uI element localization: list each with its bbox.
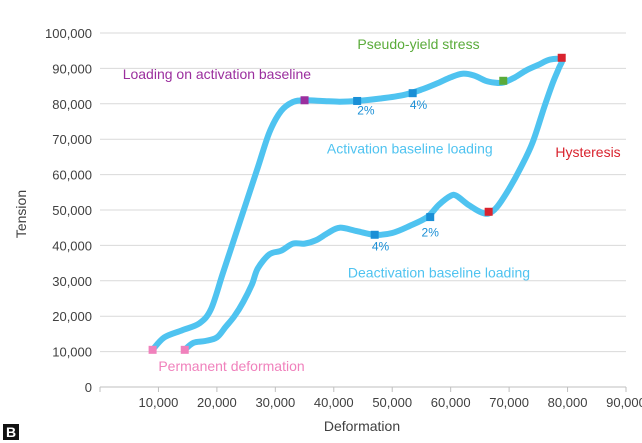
marker-blue: [408, 89, 417, 98]
annotation: Pseudo-yield stress: [357, 36, 479, 52]
x-tick-label: 90,000: [606, 395, 642, 410]
y-tick-label: 70,000: [52, 132, 92, 147]
axes: [99, 386, 627, 392]
x-tick-label: 20,000: [197, 395, 237, 410]
annotation: Activation baseline loading: [327, 140, 493, 156]
y-tick-label: 40,000: [52, 238, 92, 253]
y-tick-label: 0: [85, 380, 92, 395]
annotation: Loading on activation baseline: [123, 66, 312, 82]
series-line-0: [149, 55, 566, 353]
marker-blue: [426, 213, 435, 222]
x-tick-labels: 10,000 20,000 30,000 40,000 50,000 60,000 70,0…: [139, 395, 642, 410]
x-tick-label: 30,000: [255, 395, 295, 410]
annotations: Pseudo-yield stress Loading on activation…: [123, 36, 621, 374]
marker-green: [499, 76, 508, 85]
annotation: 2%: [357, 103, 375, 117]
x-tick-label: 40,000: [314, 395, 354, 410]
panel-label: B: [3, 424, 19, 440]
annotation: 2%: [422, 226, 440, 240]
y-tick-label: 30,000: [52, 274, 92, 289]
annotation: 4%: [410, 98, 428, 112]
marker-pink: [180, 345, 189, 354]
markers: [148, 53, 566, 354]
y-tick-label: 20,000: [52, 309, 92, 324]
gridlines: [100, 32, 626, 353]
x-tick-label: 50,000: [372, 395, 412, 410]
marker-blue: [353, 96, 362, 105]
x-tick-label: 10,000: [139, 395, 179, 410]
marker-blue: [370, 230, 379, 239]
series: [149, 55, 566, 353]
y-tick-label: 10,000: [52, 345, 92, 360]
marker-pink: [148, 345, 157, 354]
x-tick-label: 60,000: [431, 395, 471, 410]
x-tick-label: 70,000: [489, 395, 529, 410]
x-tick-label: 80,000: [548, 395, 588, 410]
marker-red: [484, 207, 493, 216]
y-tick-label: 60,000: [52, 168, 92, 183]
annotation: Deactivation baseline loading: [348, 264, 530, 280]
y-tick-label: 50,000: [52, 203, 92, 218]
x-axis-title: Deformation: [324, 418, 400, 434]
annotation: 4%: [372, 240, 390, 254]
y-tick-label: 80,000: [52, 97, 92, 112]
annotation: Permanent deformation: [158, 358, 304, 374]
y-axis-title: Tension: [13, 190, 29, 238]
y-tick-label: 100,000: [45, 26, 92, 41]
y-tick-labels: 0 10,000 20,000 30,000 40,000 50,000 60,000 70,…: [45, 26, 92, 395]
y-tick-label: 90,000: [52, 61, 92, 76]
marker-purple: [300, 96, 309, 105]
marker-red: [557, 53, 566, 62]
annotation: Hysteresis: [555, 144, 620, 160]
